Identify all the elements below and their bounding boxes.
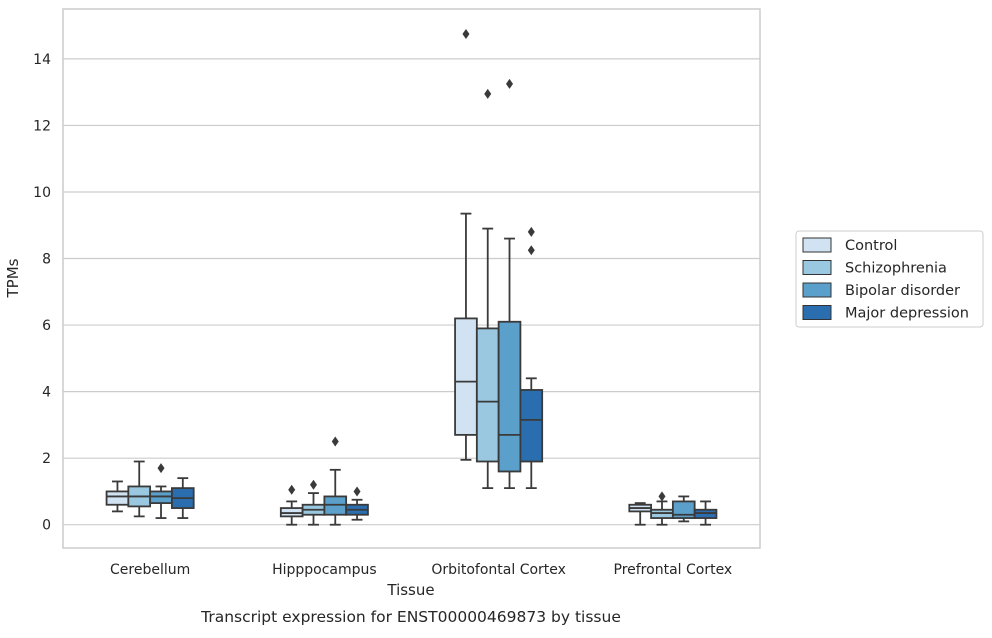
box-group (693, 500, 718, 526)
box-group (454, 28, 478, 461)
box (454, 317, 478, 436)
x-axis-ticks: Cerebellum Hipppocampus Orbitofontal Corte… (110, 562, 732, 578)
box-group (628, 502, 652, 526)
legend-swatch (802, 282, 832, 298)
box-group (650, 491, 674, 526)
legend: Control Schizophrenia Bipolar disorder Majo… (795, 230, 984, 328)
boxes (105, 28, 718, 526)
gridlines (63, 58, 760, 526)
legend-frame (795, 230, 984, 328)
x-tick-label: Orbitofontal Cortex (431, 562, 566, 578)
y-axis-ticks: 0 2 4 6 8 10 12 14 (33, 52, 51, 534)
box-group (301, 479, 326, 526)
box-group (149, 463, 173, 519)
outlier-point (658, 491, 666, 502)
box-group (497, 78, 522, 490)
legend-label: Schizophrenia (845, 261, 947, 277)
outlier-point (527, 245, 535, 256)
x-tick-label: Hipppocampus (272, 562, 377, 578)
outlier-point (288, 484, 296, 495)
y-tick-label: 10 (33, 185, 51, 201)
box-group (323, 436, 348, 526)
chart-title: Transcript expression for ENST0000046987… (200, 608, 621, 626)
y-tick-label: 4 (42, 385, 51, 401)
legend-label: Major depression (845, 306, 969, 322)
box-group (279, 484, 304, 526)
y-tick-label: 0 (42, 518, 51, 534)
box (497, 320, 522, 473)
outlier-point (309, 479, 317, 490)
plot-frame (62, 8, 761, 549)
box-group (127, 460, 152, 518)
box-group (671, 495, 696, 523)
legend-label: Bipolar disorder (845, 283, 960, 299)
outlier-point (331, 436, 339, 447)
outlier-point (506, 78, 514, 89)
y-axis-label: TPMs (4, 258, 22, 298)
y-tick-label: 2 (42, 451, 51, 467)
x-axis-label: Tissue (386, 581, 434, 599)
legend-swatch (802, 237, 832, 253)
y-tick-label: 8 (42, 252, 51, 268)
x-tick-label: Prefrontal Cortex (614, 562, 733, 578)
outlier-point (484, 88, 492, 99)
box (105, 490, 130, 506)
legend-label: Control (845, 238, 897, 254)
outlier-point (462, 28, 470, 39)
legend-swatch (802, 305, 832, 320)
box-group (171, 477, 195, 519)
box-group (105, 480, 130, 513)
legend-swatch (802, 260, 832, 275)
box-group (475, 88, 500, 490)
x-tick-label: Cerebellum (110, 562, 190, 578)
y-tick-label: 12 (33, 118, 51, 134)
outlier-point (527, 226, 535, 237)
y-tick-label: 6 (42, 318, 51, 334)
box-group (519, 226, 544, 490)
y-tick-label: 14 (33, 52, 51, 68)
outlier-point (353, 486, 361, 497)
box-group (345, 486, 369, 521)
box (519, 389, 544, 463)
outlier-point (157, 463, 165, 474)
box (475, 327, 500, 463)
